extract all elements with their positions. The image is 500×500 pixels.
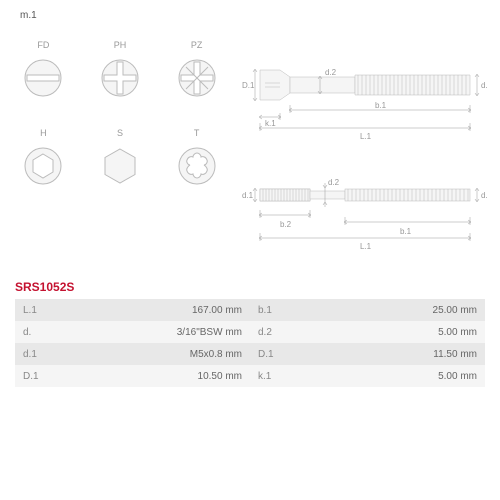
drive-label: PH xyxy=(97,40,144,50)
spec-label: L.1 xyxy=(15,299,71,321)
spec-label: d.2 xyxy=(250,321,306,343)
spec-label: d. xyxy=(15,321,71,343)
spec-value: 10.50 mm xyxy=(71,365,250,387)
spec-value: 5.00 mm xyxy=(306,321,485,343)
svg-text:b.2: b.2 xyxy=(280,220,292,229)
svg-text:d.2: d.2 xyxy=(325,68,337,77)
drive-h-icon xyxy=(23,146,63,186)
svg-text:d.1: d.1 xyxy=(242,191,254,200)
part-number: SRS1052S xyxy=(15,280,485,294)
drive-type-fd: FD xyxy=(20,40,67,98)
drive-fd-icon xyxy=(23,58,63,98)
svg-text:L.1: L.1 xyxy=(360,242,372,251)
spec-value: 5.00 mm xyxy=(306,365,485,387)
svg-text:L.1: L.1 xyxy=(360,132,372,141)
svg-text:k.1: k.1 xyxy=(265,119,276,128)
drive-types-panel: FD PH PZ H S T xyxy=(20,40,220,216)
spec-label: b.1 xyxy=(250,299,306,321)
drive-s-icon xyxy=(100,146,140,186)
drive-label: H xyxy=(20,128,67,138)
drive-type-ph: PH xyxy=(97,40,144,98)
table-row: d.1M5x0.8 mmD.111.50 mm xyxy=(15,343,485,365)
spec-value: 3/16"BSW mm xyxy=(71,321,250,343)
drive-type-s: S xyxy=(97,128,144,186)
drive-pz-icon xyxy=(177,58,217,98)
spec-value: 11.50 mm xyxy=(306,343,485,365)
drive-t-icon xyxy=(177,146,217,186)
spec-label: k.1 xyxy=(250,365,306,387)
drive-label: T xyxy=(173,128,220,138)
drive-type-h: H xyxy=(20,128,67,186)
drive-type-t: T xyxy=(173,128,220,186)
screw-drawings: D.1 d.2 b.1 k.1 L.1 d. d.1 d.2 b.2 b.1 L… xyxy=(240,35,490,255)
screw-bottom-view: d.1 d.2 b.2 b.1 L.1 d. xyxy=(240,145,490,255)
spec-label: D.1 xyxy=(250,343,306,365)
corner-label: m.1 xyxy=(20,10,37,21)
svg-text:d.: d. xyxy=(481,191,488,200)
svg-text:d.: d. xyxy=(481,81,488,90)
drive-label: S xyxy=(97,128,144,138)
spec-value: M5x0.8 mm xyxy=(71,343,250,365)
screw-top-view: D.1 d.2 b.1 k.1 L.1 d. xyxy=(240,35,490,145)
spec-value: 25.00 mm xyxy=(306,299,485,321)
drive-label: FD xyxy=(20,40,67,50)
drive-label: PZ xyxy=(173,40,220,50)
spec-label: D.1 xyxy=(15,365,71,387)
spec-value: 167.00 mm xyxy=(71,299,250,321)
drive-ph-icon xyxy=(100,58,140,98)
svg-text:D.1: D.1 xyxy=(242,81,255,90)
spec-table: L.1167.00 mmb.125.00 mmd.3/16"BSW mmd.25… xyxy=(15,299,485,387)
table-row: d.3/16"BSW mmd.25.00 mm xyxy=(15,321,485,343)
table-row: L.1167.00 mmb.125.00 mm xyxy=(15,299,485,321)
drive-type-pz: PZ xyxy=(173,40,220,98)
svg-text:d.2: d.2 xyxy=(328,178,340,187)
svg-text:b.1: b.1 xyxy=(400,227,412,236)
svg-text:b.1: b.1 xyxy=(375,101,387,110)
spec-label: d.1 xyxy=(15,343,71,365)
table-row: D.110.50 mmk.15.00 mm xyxy=(15,365,485,387)
